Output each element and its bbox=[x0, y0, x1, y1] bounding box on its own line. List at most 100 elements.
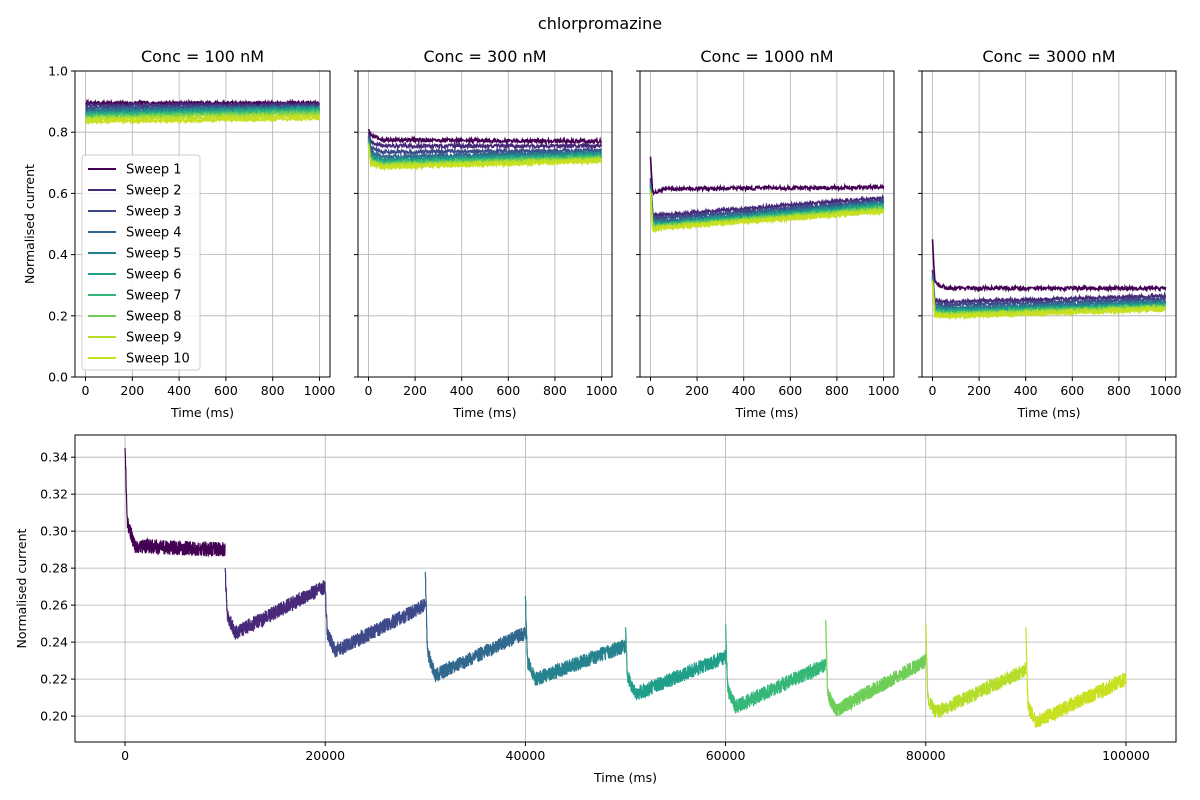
panel-title: Conc = 3000 nM bbox=[982, 47, 1115, 66]
y-tick-label: 0.28 bbox=[40, 561, 68, 576]
trace-segment-8 bbox=[825, 619, 927, 717]
x-tick-label: 1000 bbox=[868, 383, 900, 398]
trace-segment-7 bbox=[724, 623, 827, 714]
x-tick-label: 200 bbox=[967, 383, 991, 398]
y-tick-label: 0.24 bbox=[40, 635, 68, 650]
sweep-line-1 bbox=[649, 156, 885, 197]
x-tick-label: 800 bbox=[261, 383, 285, 398]
y-tick-label: 0.32 bbox=[40, 487, 68, 502]
legend-entry-6: Sweep 6 bbox=[126, 268, 182, 283]
panel-title: Conc = 300 nM bbox=[423, 47, 546, 66]
x-axis-label: Time (ms) bbox=[1016, 405, 1080, 420]
x-tick-label: 800 bbox=[825, 383, 849, 398]
legend-entry-7: Sweep 7 bbox=[126, 289, 182, 304]
y-tick-label: 0.0 bbox=[48, 370, 68, 385]
legend-entry-3: Sweep 3 bbox=[126, 205, 182, 220]
trace-segment-3 bbox=[324, 590, 426, 658]
panel-title: Conc = 100 nM bbox=[141, 47, 264, 66]
trace-segment-5 bbox=[524, 595, 627, 686]
sweep-line-1 bbox=[931, 239, 1167, 293]
x-tick-label: 0 bbox=[647, 383, 655, 398]
trace-segment-9 bbox=[925, 623, 1027, 718]
plot-area bbox=[124, 447, 1127, 728]
legend-entry-9: Sweep 9 bbox=[126, 331, 182, 346]
legend-entry-2: Sweep 2 bbox=[126, 184, 182, 199]
trace-segment-2 bbox=[224, 568, 326, 640]
x-tick-label: 200 bbox=[120, 383, 144, 398]
x-axis-label: Time (ms) bbox=[593, 770, 657, 785]
sweep-line-10 bbox=[649, 193, 885, 234]
legend: Sweep 1 Sweep 2 Sweep 3 Sweep 4 Sweep 5 Sweep… bbox=[81, 154, 201, 371]
trace-segment-10 bbox=[1025, 627, 1127, 728]
axes-frame bbox=[74, 434, 1177, 743]
figure-title: chlorpromazine bbox=[538, 14, 662, 33]
legend-entry-4: Sweep 4 bbox=[126, 226, 182, 241]
plot-area bbox=[85, 98, 321, 126]
x-tick-label: 0 bbox=[365, 383, 373, 398]
x-tick-label: 100000 bbox=[1102, 748, 1150, 763]
sweep-line-10 bbox=[367, 145, 603, 172]
axes-frame bbox=[74, 70, 331, 378]
y-tick-label: 0.20 bbox=[40, 709, 68, 724]
y-tick-label: 0.6 bbox=[48, 186, 68, 201]
x-axis-label: Time (ms) bbox=[734, 405, 798, 420]
axes-frame bbox=[357, 70, 613, 378]
y-tick-label: 0.8 bbox=[48, 125, 68, 140]
x-tick-label: 0 bbox=[929, 383, 937, 398]
sweep-line-1 bbox=[367, 128, 603, 147]
legend-entry-1: Sweep 1 bbox=[126, 163, 182, 178]
x-tick-label: 1000 bbox=[304, 383, 336, 398]
x-tick-label: 600 bbox=[214, 383, 238, 398]
y-tick-label: 0.30 bbox=[40, 524, 68, 539]
panel-4: 0 200 400 600 800 1000 Conc = 3000 nM Time (ms) bbox=[918, 47, 1181, 420]
trace-segment-6 bbox=[624, 627, 727, 701]
panel-5: 0 20000 40000 60000 80000 100000 0.20 0.22 0.24 0… bbox=[14, 434, 1177, 785]
x-tick-label: 400 bbox=[1014, 383, 1038, 398]
x-tick-label: 40000 bbox=[506, 748, 546, 763]
y-tick-label: 1.0 bbox=[48, 64, 68, 79]
x-tick-label: 800 bbox=[1107, 383, 1131, 398]
x-tick-label: 20000 bbox=[305, 748, 345, 763]
y-tick-label: 0.2 bbox=[48, 308, 68, 323]
panel-1: 0 200 400 600 800 1000 0.0 0.2 0.4 0.6 0.8 1.0 Conc … bbox=[22, 47, 335, 420]
axes-frame bbox=[639, 70, 895, 378]
x-tick-label: 400 bbox=[167, 383, 191, 398]
x-tick-label: 600 bbox=[1060, 383, 1084, 398]
panel-2: 0 200 400 600 800 1000 Conc = 300 nM Time (ms) bbox=[354, 47, 617, 420]
sweep-line-2 bbox=[367, 132, 603, 151]
sweep-line-10 bbox=[85, 114, 321, 126]
y-tick-label: 0.34 bbox=[40, 450, 68, 465]
y-tick-label: 0.4 bbox=[48, 247, 68, 262]
x-tick-label: 600 bbox=[496, 383, 520, 398]
x-tick-label: 0 bbox=[82, 383, 90, 398]
x-tick-label: 0 bbox=[121, 748, 129, 763]
x-axis-label: Time (ms) bbox=[170, 405, 234, 420]
x-tick-label: 400 bbox=[732, 383, 756, 398]
x-tick-label: 800 bbox=[543, 383, 567, 398]
x-tick-label: 600 bbox=[778, 383, 802, 398]
trace-segment-4 bbox=[424, 571, 527, 683]
panel-3: 0 200 400 600 800 1000 Conc = 1000 nM Time (ms) bbox=[636, 47, 899, 420]
legend-entry-8: Sweep 8 bbox=[126, 310, 182, 325]
plot-area bbox=[367, 128, 603, 172]
plot-area bbox=[931, 239, 1167, 321]
x-tick-label: 400 bbox=[450, 383, 474, 398]
x-tick-label: 80000 bbox=[906, 748, 946, 763]
x-tick-label: 60000 bbox=[706, 748, 746, 763]
y-axis-label: Normalised current bbox=[22, 164, 37, 284]
x-axis-label: Time (ms) bbox=[452, 405, 516, 420]
panel-title: Conc = 1000 nM bbox=[700, 47, 833, 66]
plot-area bbox=[649, 156, 885, 234]
legend-entry-10: Sweep 10 bbox=[126, 352, 190, 367]
x-tick-label: 1000 bbox=[1150, 383, 1182, 398]
trace-segment-1 bbox=[124, 447, 226, 557]
x-tick-label: 1000 bbox=[586, 383, 618, 398]
axes-frame bbox=[921, 70, 1177, 378]
y-tick-label: 0.26 bbox=[40, 598, 68, 613]
x-tick-label: 200 bbox=[403, 383, 427, 398]
y-tick-label: 0.22 bbox=[40, 672, 68, 687]
x-tick-label: 200 bbox=[685, 383, 709, 398]
sweep-line-10 bbox=[931, 282, 1167, 321]
legend-entry-5: Sweep 5 bbox=[126, 247, 182, 262]
